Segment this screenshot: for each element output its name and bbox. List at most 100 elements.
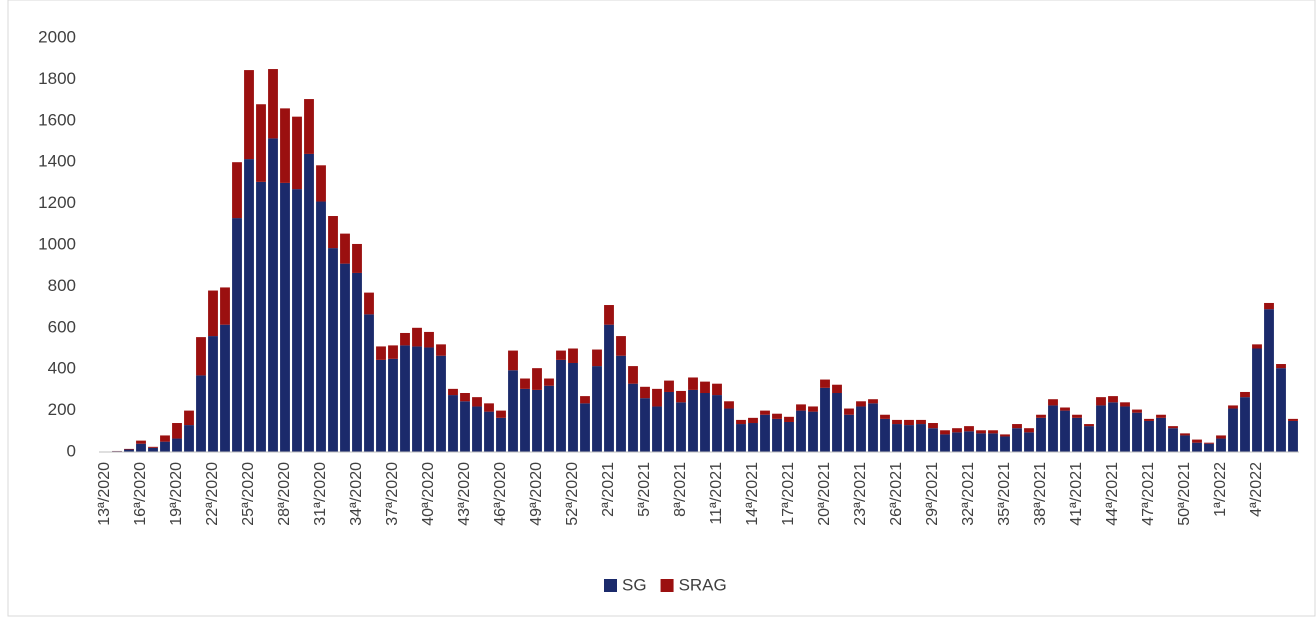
bar-segment	[796, 411, 806, 452]
bar-segment	[688, 390, 698, 452]
bar-segment	[292, 189, 302, 452]
bar-segment	[208, 336, 218, 452]
bar-segment	[676, 402, 686, 452]
bar-segment	[172, 423, 182, 439]
bar-segment	[1108, 396, 1118, 402]
bar-segment	[616, 336, 626, 356]
bar-segment	[424, 347, 434, 452]
x-tick-label: 38ª/2021	[1032, 462, 1049, 526]
x-tick-label: 37ª/2020	[384, 462, 401, 526]
bar-segment	[1120, 402, 1130, 406]
x-tick-label: 35ª/2021	[996, 462, 1013, 526]
bar-segment	[292, 117, 302, 189]
bar-segment	[964, 431, 974, 452]
bar-segment	[808, 406, 818, 411]
bar-segment	[388, 359, 398, 452]
bar-segment	[484, 403, 494, 411]
x-tick-label: 44ª/2021	[1104, 462, 1121, 526]
bar-segment	[772, 414, 782, 419]
bar-segment	[124, 449, 134, 450]
bar-segment	[892, 420, 902, 424]
x-tick-label: 52ª/2020	[564, 462, 581, 526]
x-tick-label: 43ª/2020	[456, 462, 473, 526]
bar-segment	[832, 385, 842, 393]
bar-segment	[436, 356, 446, 452]
bar-segment	[220, 287, 230, 324]
bar-segment	[700, 393, 710, 452]
x-tick-label: 25ª/2020	[240, 462, 257, 526]
x-tick-label: 34ª/2020	[348, 462, 365, 526]
bar-segment	[448, 395, 458, 452]
bar-segment	[460, 393, 470, 401]
bar-segment	[1204, 444, 1214, 452]
bar-segment	[724, 409, 734, 452]
bar-segment	[208, 291, 218, 337]
x-tick-label: 2ª/2021	[600, 462, 617, 517]
bar-segment	[556, 351, 566, 360]
bar-segment	[1180, 435, 1190, 452]
x-tick-label: 19ª/2020	[168, 462, 185, 526]
bar-segment	[448, 389, 458, 395]
bar-segment	[244, 159, 254, 452]
bar-segment	[1276, 368, 1286, 452]
bar-segment	[892, 424, 902, 452]
bar-segment	[340, 264, 350, 452]
legend-label: SG	[622, 575, 647, 594]
bar-segment	[1264, 303, 1274, 309]
bar-segment	[760, 411, 770, 415]
bar-segment	[1060, 407, 1070, 410]
x-tick-label: 16ª/2020	[132, 462, 149, 526]
bar-segment	[400, 345, 410, 452]
bar-segment	[1120, 406, 1130, 452]
bar-segment	[1072, 415, 1082, 418]
bar-segment	[1084, 426, 1094, 452]
bar-segment	[652, 389, 662, 407]
x-tick-label: 50ª/2021	[1176, 462, 1193, 526]
x-tick-label: 22ª/2020	[204, 462, 221, 526]
bar-segment	[568, 349, 578, 363]
bar-segment	[340, 234, 350, 264]
bar-segment	[328, 248, 338, 452]
legend-swatch	[661, 579, 674, 592]
bar-segment	[604, 305, 614, 325]
bar-segment	[496, 411, 506, 418]
bar-segment	[976, 430, 986, 433]
bar-segment	[196, 337, 206, 375]
bar-segment	[532, 368, 542, 390]
bar-segment	[772, 419, 782, 452]
bar-segment	[220, 325, 230, 452]
y-tick-label: 200	[48, 400, 76, 419]
bar-segment	[676, 391, 686, 402]
bar-segment	[916, 420, 926, 424]
bar-segment	[316, 202, 326, 452]
bar-segment	[724, 401, 734, 408]
bar-segment	[616, 356, 626, 452]
bar-segment	[1012, 424, 1022, 428]
x-tick-label: 5ª/2021	[636, 462, 653, 517]
y-tick-label: 2000	[38, 27, 76, 46]
bar-segment	[160, 442, 170, 452]
bar-segment	[1288, 419, 1298, 421]
x-tick-label: 13ª/2020	[96, 462, 113, 526]
bar-segment	[1204, 443, 1214, 444]
bar-segment	[328, 216, 338, 248]
bar-segment	[412, 328, 422, 347]
bar-segment	[1252, 349, 1262, 453]
bar-segment	[1240, 397, 1250, 452]
bar-segment	[232, 218, 242, 452]
bar-segment	[904, 420, 914, 425]
bar-segment	[820, 388, 830, 452]
bar-segment	[484, 412, 494, 452]
bar-segment	[256, 182, 266, 452]
x-tick-label: 23ª/2021	[852, 462, 869, 526]
bar-segment	[352, 273, 362, 452]
bar-segment	[868, 399, 878, 403]
x-tick-label: 31ª/2020	[312, 462, 329, 526]
bar-segment	[196, 375, 206, 452]
bar-segment	[712, 395, 722, 452]
bar-segment	[1180, 433, 1190, 435]
bar-segment	[1084, 424, 1094, 426]
bar-segment	[664, 392, 674, 452]
bar-segment	[952, 432, 962, 452]
bar-segment	[304, 99, 314, 154]
